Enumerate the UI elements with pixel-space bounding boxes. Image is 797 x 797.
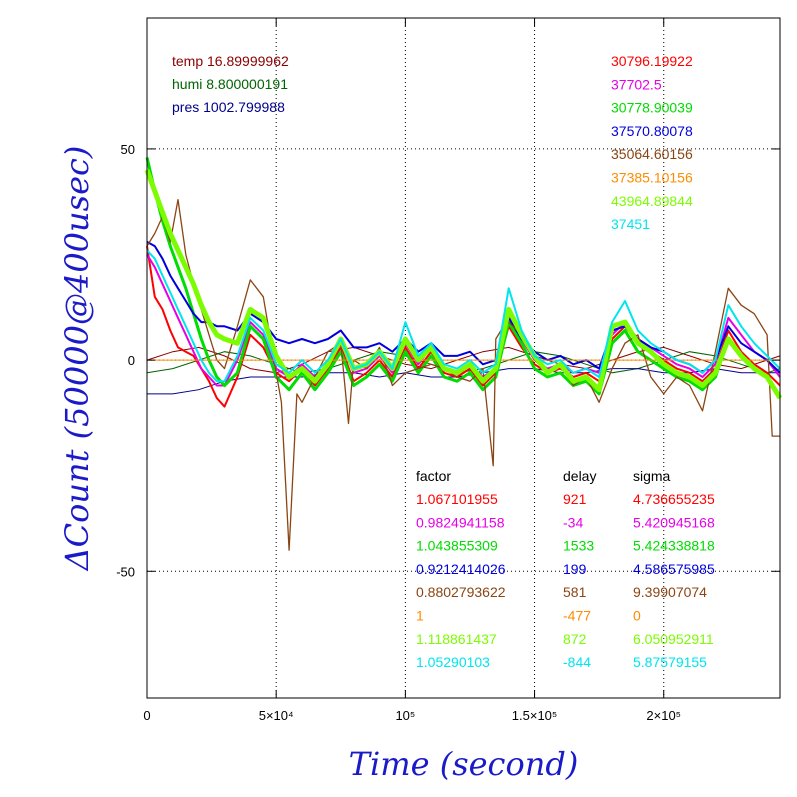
x-tick-label: 5×10⁴ [259, 708, 294, 723]
stats-cell: 0.9824941158 [416, 514, 505, 530]
stats-cell: 1.05290103 [416, 654, 490, 670]
series-legend-entry: 37385.10156 [611, 170, 693, 186]
stats-cell: -844 [563, 654, 591, 670]
plot-frame [146, 17, 781, 699]
stats-cell: 6.050952911 [633, 631, 714, 647]
stats-cell: -34 [563, 514, 583, 530]
x-tick-label: 1.5×10⁵ [512, 708, 558, 723]
series-legend-entry: 30796.19922 [611, 53, 693, 69]
y-tick-label: -50 [116, 564, 135, 579]
series-legend-entry: 37702.5 [611, 76, 662, 92]
series-legend-entry: 35064.60156 [611, 146, 693, 162]
stats-cell: 1533 [563, 538, 594, 554]
env-legend: temp 16.89999962 humi 8.800000191 pres 100… [172, 53, 289, 115]
series-legend-entry: 37570.80078 [611, 123, 693, 139]
env-legend-entry: humi 8.800000191 [172, 76, 288, 92]
series-legend-entry: 43964.89844 [611, 193, 693, 209]
x-axis-label: Time (second) [349, 745, 579, 783]
stats-cell: 199 [563, 561, 587, 577]
stats-cell: 4.736655235 [633, 491, 715, 507]
x-tick-label: 10⁵ [395, 708, 415, 723]
stats-cell: 9.39907074 [633, 584, 707, 600]
stats-cell: 5.87579155 [633, 654, 707, 670]
stats-cell: 921 [563, 491, 587, 507]
env-legend-entry: temp 16.89999962 [172, 53, 289, 69]
y-axis-label: ΔCount (50000@400usec) [58, 146, 96, 573]
stats-cell: -477 [563, 608, 591, 624]
stats-cell: 1 [416, 608, 424, 624]
y-tick-label: 50 [121, 142, 135, 157]
series-legend: 30796.19922 37702.5 30778.90039 37570.80078… [611, 53, 693, 232]
env-curve [146, 346, 781, 374]
stats-cell: 0 [633, 608, 641, 624]
env-curve [146, 351, 781, 374]
stats-cell: 0.9212414026 [416, 561, 506, 577]
stats-cell: 5.424338818 [633, 538, 715, 554]
series-line [146, 198, 780, 551]
stats-header: sigma [633, 468, 671, 484]
y-tick-label: 0 [128, 353, 135, 368]
stats-cell: 1.043855309 [416, 538, 498, 554]
x-tick-label: 2×10⁵ [646, 708, 681, 723]
series-lines [144, 157, 783, 551]
series-line [144, 169, 783, 400]
stats-cell: 1.067101955 [416, 491, 498, 507]
stats-cell: 4.586575985 [633, 561, 715, 577]
series-line [146, 249, 781, 383]
stats-cell: 1.118861437 [416, 631, 497, 647]
series-legend-entry: 37451 [611, 216, 650, 232]
series-legend-entry: 30778.90039 [611, 100, 693, 116]
x-tick-label: 0 [143, 708, 150, 723]
stats-cell: 872 [563, 631, 587, 647]
ticks: 0 5×10⁴ 10⁵ 1.5×10⁵ 2×10⁵ 50 0 -50 [116, 18, 780, 723]
stats-header: delay [563, 468, 596, 484]
stats-table: factor delay sigma 1.067101955 921 4.73665523… [416, 468, 715, 670]
stats-cell: 581 [563, 584, 587, 600]
stats-cell: 0.8802793622 [416, 584, 506, 600]
stats-header: factor [416, 468, 451, 484]
env-legend-entry: pres 1002.799988 [172, 99, 285, 115]
stats-cell: 5.420945168 [633, 514, 715, 530]
